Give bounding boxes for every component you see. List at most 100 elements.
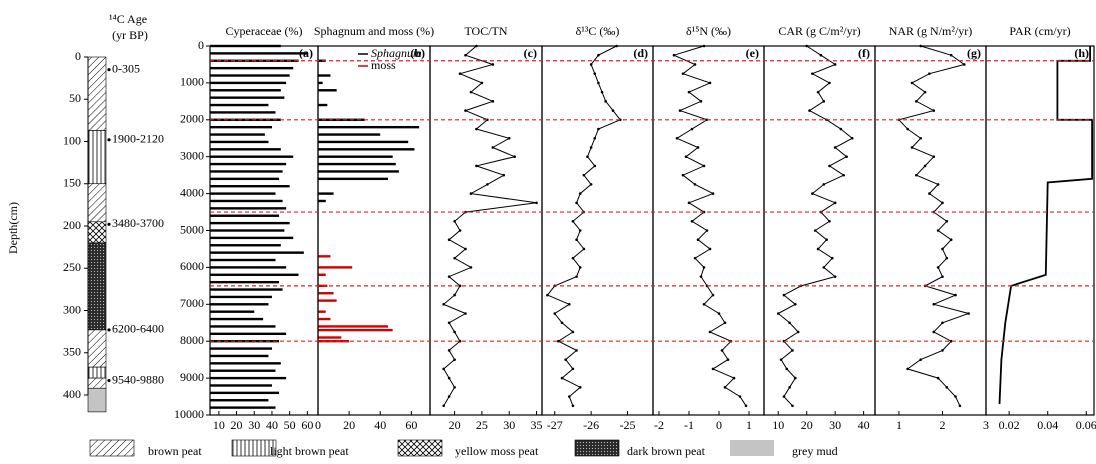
panel-title: Cyperaceae (%) bbox=[226, 24, 303, 38]
data-point bbox=[941, 321, 944, 325]
data-point bbox=[578, 192, 582, 195]
panel-label: (b) bbox=[410, 46, 425, 60]
data-point bbox=[796, 330, 800, 334]
bar bbox=[318, 325, 388, 328]
depth-tick-label: 200 bbox=[63, 218, 81, 232]
bar bbox=[318, 266, 353, 269]
panel-title: δ¹³C (‰) bbox=[576, 24, 620, 38]
panel-title: PAR (cm/yr) bbox=[1009, 24, 1070, 38]
data-point bbox=[475, 127, 478, 131]
data-point bbox=[811, 192, 814, 195]
data-point bbox=[546, 293, 549, 297]
depth-tick-label: 100 bbox=[63, 133, 81, 147]
y-tick-label: 6000 bbox=[180, 259, 204, 273]
data-point bbox=[593, 164, 597, 168]
data-point bbox=[919, 136, 923, 140]
data-point bbox=[954, 395, 957, 398]
bar bbox=[318, 317, 331, 321]
bar bbox=[210, 236, 294, 240]
bar bbox=[210, 391, 280, 395]
data-point bbox=[453, 256, 456, 260]
column-header: ¹⁴C Age bbox=[109, 12, 147, 26]
data-point bbox=[813, 229, 817, 232]
x-tick-label: 10 bbox=[213, 418, 225, 432]
data-point bbox=[582, 247, 586, 251]
data-point bbox=[447, 395, 451, 398]
bar bbox=[210, 258, 276, 262]
depth-tick-label: 400 bbox=[63, 387, 81, 401]
bar bbox=[210, 192, 276, 195]
x-tick-label: 40 bbox=[266, 418, 278, 432]
data-point bbox=[600, 90, 604, 94]
x-tick-label: -1 bbox=[684, 418, 694, 432]
data-point bbox=[469, 90, 473, 94]
bar bbox=[210, 347, 272, 350]
bar bbox=[210, 273, 299, 276]
panel-frame bbox=[874, 45, 987, 416]
bar bbox=[318, 89, 337, 92]
x-tick-label: 35 bbox=[531, 418, 543, 432]
data-point bbox=[723, 321, 727, 325]
data-point bbox=[723, 386, 727, 389]
data-point bbox=[560, 376, 564, 380]
lithology-layer bbox=[87, 221, 107, 244]
data-point bbox=[447, 275, 451, 278]
data-point bbox=[825, 238, 828, 242]
x-tick-label: 20 bbox=[231, 418, 243, 432]
x-tick-label: 40 bbox=[858, 418, 870, 432]
data-point bbox=[464, 109, 467, 112]
data-point bbox=[941, 349, 944, 352]
data-point bbox=[782, 293, 786, 297]
data-point bbox=[675, 136, 679, 140]
data-point bbox=[923, 164, 927, 168]
data-point bbox=[732, 376, 736, 380]
x-tick-label: 0 bbox=[716, 418, 722, 432]
bar bbox=[210, 221, 290, 225]
data-point bbox=[794, 376, 797, 380]
y-tick-label: 9000 bbox=[180, 370, 204, 384]
data-point bbox=[791, 349, 794, 352]
data-point bbox=[442, 404, 445, 408]
data-point bbox=[949, 53, 953, 57]
bar bbox=[210, 354, 269, 358]
data-point bbox=[447, 376, 451, 380]
data-point bbox=[962, 63, 966, 66]
legend-label: yellow moss peat bbox=[455, 444, 539, 458]
x-tick-label: 50 bbox=[284, 418, 296, 432]
data-point bbox=[808, 109, 811, 112]
bar bbox=[210, 325, 276, 328]
bar bbox=[318, 59, 326, 62]
bar bbox=[210, 66, 294, 70]
legend-swatch bbox=[730, 440, 774, 456]
data-point bbox=[464, 53, 467, 57]
data-point bbox=[928, 192, 931, 195]
data-point bbox=[726, 358, 730, 361]
data-point bbox=[693, 183, 697, 186]
bar bbox=[210, 125, 272, 129]
data-point bbox=[711, 192, 715, 195]
data-point bbox=[453, 219, 456, 223]
x-tick-label: 25 bbox=[476, 418, 488, 432]
x-tick-label: -25 bbox=[620, 418, 636, 432]
depth-tick-label: 50 bbox=[69, 91, 81, 105]
lithology-layer bbox=[87, 130, 107, 185]
panel-frame bbox=[429, 45, 543, 416]
data-point bbox=[458, 229, 462, 232]
data-point bbox=[945, 219, 949, 223]
data-point bbox=[702, 303, 706, 306]
data-point bbox=[906, 367, 909, 371]
data-point bbox=[915, 173, 918, 177]
depth-tick-label: 250 bbox=[63, 260, 81, 274]
bar bbox=[318, 162, 396, 166]
y-tick-label: 3000 bbox=[180, 148, 204, 162]
bar bbox=[210, 310, 255, 313]
lithology-layer bbox=[87, 56, 107, 131]
data-point bbox=[672, 53, 676, 57]
bar bbox=[318, 328, 393, 332]
data-point bbox=[458, 72, 462, 75]
data-point bbox=[958, 404, 962, 408]
data-point bbox=[945, 256, 949, 260]
x-tick-label: 60 bbox=[301, 418, 313, 432]
